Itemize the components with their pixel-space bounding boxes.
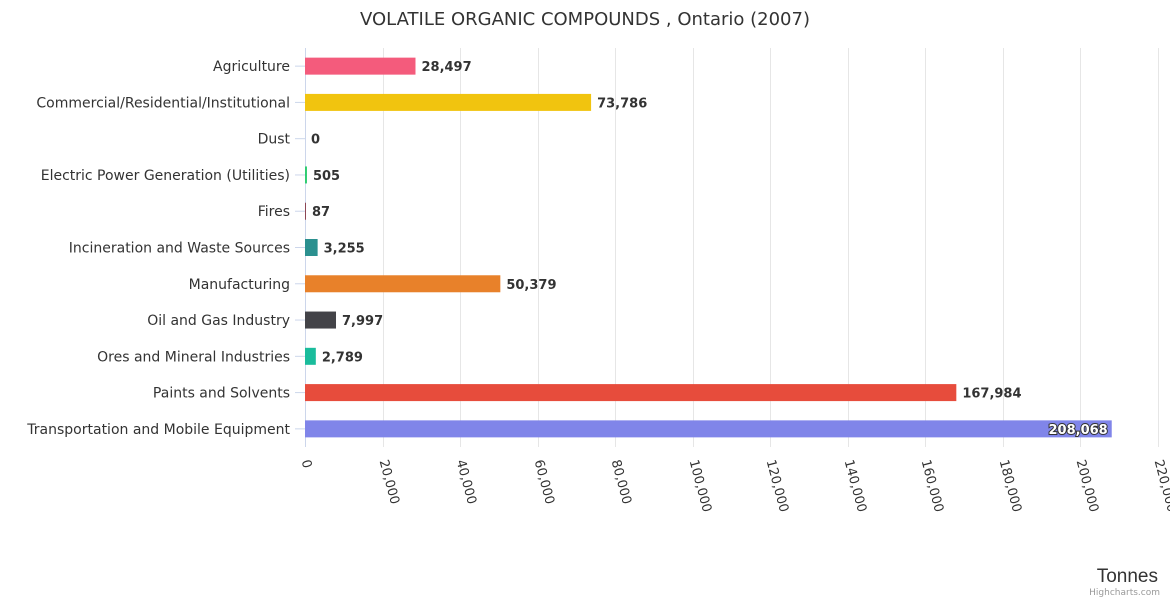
x-tick-label: 220,000	[1151, 458, 1170, 514]
bar	[305, 275, 501, 293]
grid	[295, 48, 1159, 447]
category-label: Oil and Gas Industry	[147, 313, 290, 329]
data-label: 28,497	[421, 60, 471, 75]
x-tick-label: 0	[298, 458, 315, 470]
tick-labels: 0 20,000 40,000 60,000 80,000 100,000 120,000 1…	[298, 458, 1170, 514]
x-tick-label: 20,000	[376, 458, 402, 506]
data-label: 2,789	[322, 350, 363, 365]
data-label: 208,068	[1049, 423, 1108, 438]
x-tick-label: 120,000	[763, 458, 791, 514]
x-tick-label: 40,000	[453, 458, 479, 506]
x-tick-label: 180,000	[996, 458, 1024, 514]
category-label: Commercial/Residential/Institutional	[36, 95, 290, 111]
bar	[305, 311, 337, 329]
category-label: Electric Power Generation (Utilities)	[41, 168, 290, 184]
category-label: Paints and Solvents	[153, 386, 290, 402]
category-label: Agriculture	[213, 59, 290, 75]
value-axis-title: Tonnes	[1097, 566, 1158, 587]
data-label: 7,997	[342, 314, 383, 329]
bar	[305, 93, 592, 111]
chart-title: VOLATILE ORGANIC COMPOUNDS , Ontario (20…	[360, 9, 810, 30]
bar	[305, 57, 416, 75]
x-tick-label: 140,000	[841, 458, 869, 514]
x-tick-label: 100,000	[686, 458, 714, 514]
data-labels: 28,497 73,786 0 505 87 3,255 50,379 7,997 2,789 1…	[311, 60, 1109, 439]
category-label: Incineration and Waste Sources	[69, 241, 290, 257]
x-tick-label: 80,000	[608, 458, 634, 506]
data-label: 73,786	[597, 96, 647, 111]
data-label: 167,984	[962, 387, 1021, 402]
bar	[305, 384, 957, 402]
category-label: Transportation and Mobile Equipment	[26, 422, 290, 438]
bar	[305, 347, 316, 365]
bar	[305, 239, 318, 256]
bar	[305, 420, 1112, 438]
data-label: 505	[313, 169, 340, 184]
x-tick-label: 60,000	[531, 458, 557, 506]
data-label: 0	[311, 133, 320, 148]
category-label: Fires	[258, 204, 290, 220]
x-tick-label: 200,000	[1073, 458, 1101, 514]
data-label: 3,255	[324, 242, 365, 257]
bars	[305, 57, 1112, 438]
category-label: Ores and Mineral Industries	[97, 349, 290, 365]
bar	[305, 202, 306, 220]
data-label: 50,379	[506, 278, 556, 293]
x-tick-label: 160,000	[918, 458, 946, 514]
category-label: Manufacturing	[189, 277, 290, 293]
data-label: 87	[312, 205, 330, 220]
category-labels: Agriculture Commercial/Residential/Instit…	[26, 59, 290, 438]
bar	[305, 166, 307, 184]
credits-link[interactable]: Highcharts.com	[1089, 588, 1160, 598]
category-label: Dust	[258, 132, 291, 148]
